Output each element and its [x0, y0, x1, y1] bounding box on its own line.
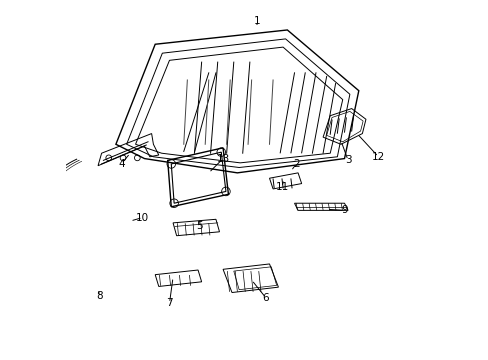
Text: 9: 9	[341, 205, 347, 215]
Text: 12: 12	[371, 152, 384, 162]
Text: 2: 2	[292, 159, 299, 169]
Text: 13: 13	[216, 154, 229, 163]
Text: 3: 3	[344, 156, 351, 165]
Text: 6: 6	[262, 293, 269, 303]
Text: 11: 11	[275, 182, 288, 192]
Text: 4: 4	[118, 159, 124, 169]
Text: 1: 1	[253, 16, 260, 26]
Text: 10: 10	[136, 212, 149, 222]
Text: 7: 7	[166, 298, 172, 308]
Text: 8: 8	[96, 291, 103, 301]
Text: 5: 5	[196, 221, 203, 231]
